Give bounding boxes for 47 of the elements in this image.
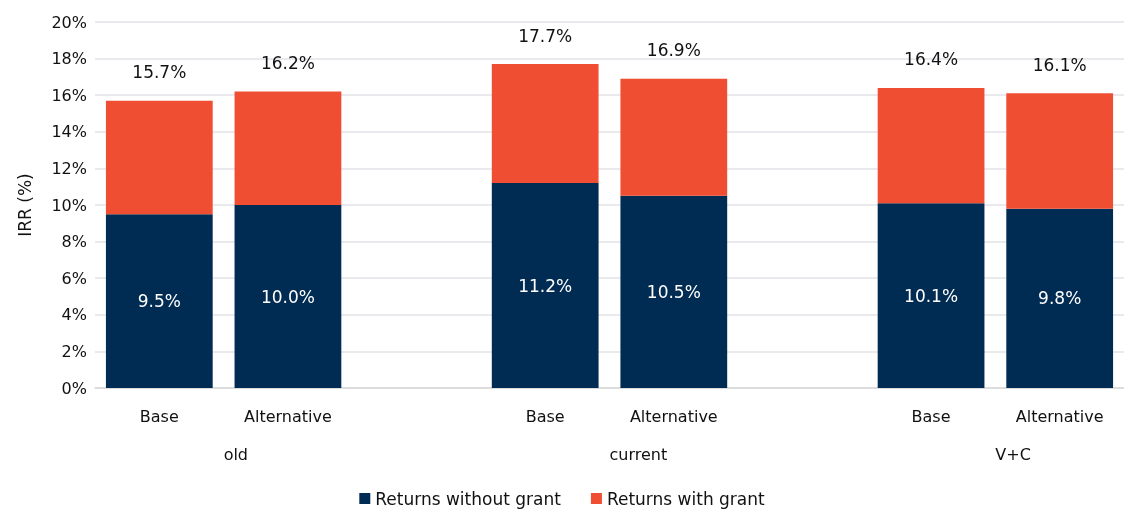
bar (491, 183, 599, 388)
data-label: 10.0% (260, 286, 315, 307)
data-label: 10.5% (646, 281, 701, 302)
y-tick-label: 12% (51, 158, 87, 178)
y-axis-title: IRR (%) (14, 173, 35, 237)
y-tick-label: 0% (61, 378, 87, 398)
total-label: 17.7% (518, 25, 573, 46)
bar (491, 64, 599, 184)
x-tick-label: Alternative (1015, 406, 1104, 426)
bar (620, 195, 728, 388)
x-tick-label: Base (139, 406, 179, 426)
y-tick-label: 6% (61, 268, 87, 288)
total-label: 16.1% (1032, 54, 1087, 75)
x-tick-label: Alternative (244, 406, 332, 426)
x-tick-label: Alternative (629, 406, 718, 426)
bar (877, 203, 985, 388)
x-tick-label: Base (911, 406, 951, 426)
bar (105, 100, 213, 215)
data-label: 9.5% (137, 291, 181, 312)
text: current (609, 444, 668, 464)
bar (1006, 93, 1114, 209)
y-tick-label: 10% (51, 195, 87, 215)
y-tick-label: 20% (51, 12, 87, 32)
data-label: 9.8% (1038, 288, 1082, 309)
data-label: 10.1% (904, 285, 959, 306)
y-tick-label: 8% (61, 232, 87, 252)
text: V+C (995, 444, 1031, 464)
y-tick-label: 18% (51, 49, 87, 69)
total-label: 16.9% (646, 40, 701, 61)
bar (1006, 208, 1114, 388)
y-tick-label: 4% (61, 305, 87, 325)
data-label: 11.2% (518, 275, 573, 296)
legend-label: Returns without grant (375, 488, 562, 509)
bar (620, 78, 728, 196)
total-label: 16.2% (260, 53, 315, 74)
bar (105, 214, 213, 388)
text: old (223, 444, 249, 464)
bar (234, 205, 342, 388)
y-tick-label: 14% (51, 122, 87, 142)
x-tick-label: Base (525, 406, 565, 426)
bar (877, 87, 985, 204)
bar (234, 91, 342, 205)
y-tick-label: 16% (51, 85, 87, 105)
total-label: 15.7% (132, 62, 187, 83)
total-label: 16.4% (904, 49, 959, 70)
legend-label: Returns with grant (606, 488, 766, 509)
y-tick-label: 2% (61, 341, 87, 361)
